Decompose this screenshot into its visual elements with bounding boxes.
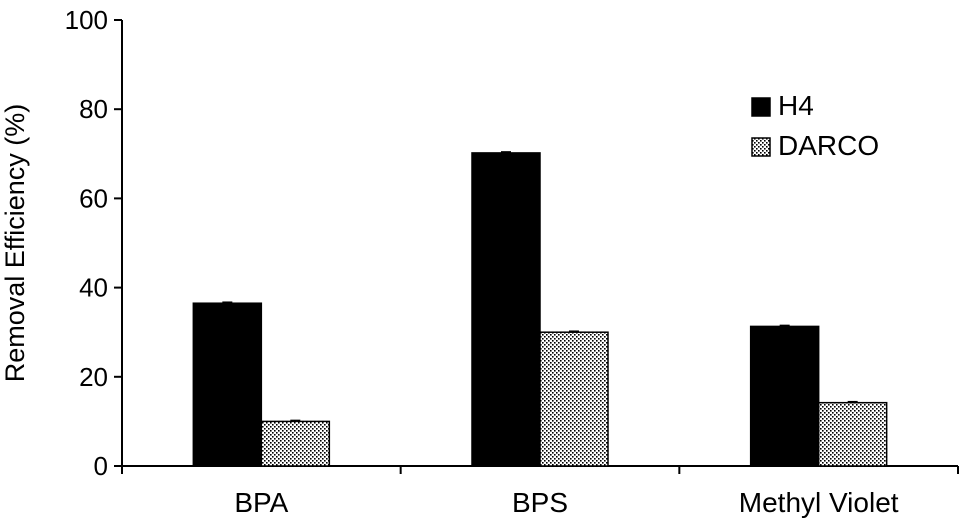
plot-area: 0 20 40 60 80 100 BPA BPS Methyl Violet H4 DARCO — [65, 5, 959, 518]
bar-h4-bpa — [192, 302, 263, 467]
y-tick-label: 40 — [79, 273, 108, 303]
x-category-label: BPA — [234, 487, 288, 518]
bar-h4-methyl-violet — [749, 325, 820, 467]
legend-swatch-h4 — [751, 97, 771, 117]
bar-h4-bps — [471, 152, 541, 467]
y-tick-label: 80 — [79, 94, 108, 124]
legend-label-h4: H4 — [778, 90, 814, 121]
legend-label-darco: DARCO — [778, 130, 879, 161]
y-tick-label: 100 — [65, 5, 108, 35]
y-axis-title: Removal Efficiency (%) — [0, 104, 30, 383]
y-tick-label: 0 — [94, 451, 108, 481]
legend-swatch-darco — [751, 137, 771, 157]
x-category-label: Methyl Violet — [739, 487, 899, 518]
y-tick-label: 20 — [79, 362, 108, 392]
x-category-label: BPS — [512, 487, 568, 518]
bar-darco-bpa — [260, 420, 331, 467]
y-tick-label: 60 — [79, 183, 108, 213]
bar-darco-bps — [539, 331, 609, 467]
bar-darco-methyl-violet — [817, 401, 888, 467]
